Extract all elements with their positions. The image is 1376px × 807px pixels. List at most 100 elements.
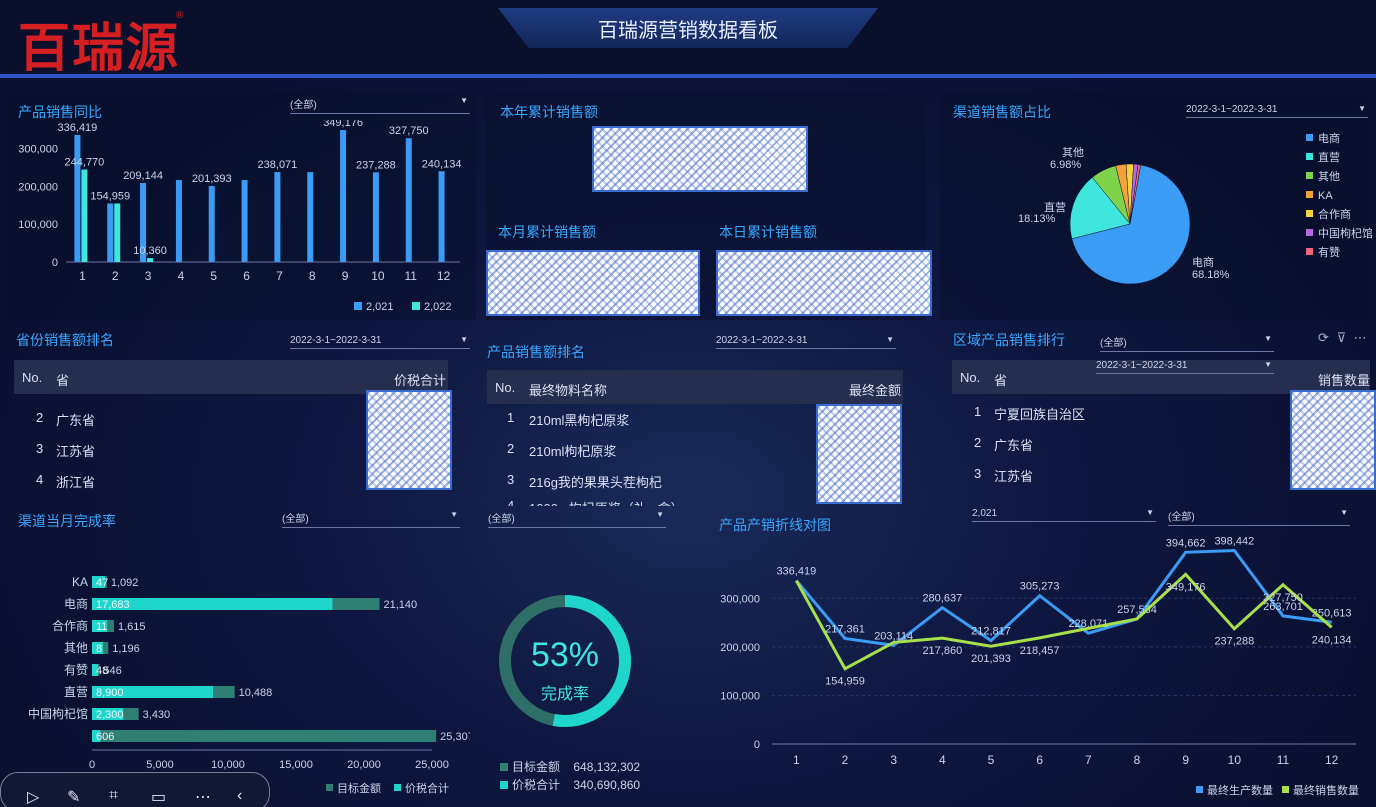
y-tick-label: 0 bbox=[52, 257, 58, 269]
completion-percent: 53% bbox=[530, 636, 600, 674]
x-tick-label: 12 bbox=[1325, 753, 1339, 767]
legend-swatch bbox=[1306, 153, 1313, 160]
region-date-select[interactable]: 2022-3-1~2022-3-31 ▼ bbox=[1096, 360, 1274, 374]
channel-rate-filter-select[interactable]: (全部) ▼ bbox=[282, 510, 460, 528]
back-icon[interactable]: ‹ bbox=[237, 787, 243, 804]
row-province: 江苏省 bbox=[994, 469, 1034, 484]
y-tick-label: 200,000 bbox=[18, 181, 58, 193]
slice-label: 直营 bbox=[1044, 200, 1066, 214]
col-province: 省 bbox=[56, 373, 70, 388]
legend-label: 合作商 bbox=[1318, 207, 1351, 221]
bar bbox=[175, 180, 182, 262]
line-year-select[interactable]: 2,021 ▼ bbox=[972, 508, 1156, 522]
slice-label: 其他 bbox=[1062, 146, 1084, 159]
col-tax-total: 价税合计 bbox=[394, 373, 447, 388]
gauge-progress-arc bbox=[552, 595, 631, 727]
x-tick-label: 10 bbox=[1228, 753, 1242, 767]
row-no: 4 bbox=[36, 472, 44, 487]
row-province: 浙江省 bbox=[56, 475, 96, 490]
capture-icon[interactable]: ⌗ bbox=[109, 787, 119, 804]
bar bbox=[438, 171, 445, 262]
actual-legend-swatch bbox=[500, 781, 508, 789]
legend-swatch bbox=[1306, 229, 1313, 236]
data-label: 336,419 bbox=[58, 122, 98, 134]
legend-label: 最终销售数量 bbox=[1293, 783, 1359, 797]
row-product: 210ml枸杞原浆 bbox=[529, 444, 617, 459]
region-values-masked bbox=[1290, 390, 1376, 490]
data-label: 238,071 bbox=[258, 159, 298, 171]
target-label: 10,488 bbox=[239, 687, 273, 699]
header-bar: 百瑞源 ® 百瑞源营销数据看板 bbox=[0, 0, 1376, 79]
actual-bar bbox=[92, 576, 105, 588]
yoy-filter-select[interactable]: (全部) ▼ bbox=[290, 96, 470, 114]
x-tick-label: 5 bbox=[210, 269, 217, 283]
row-province: 广东省 bbox=[56, 413, 96, 428]
legend-label: 目标金额 bbox=[337, 781, 381, 795]
legend-label: 中国枸杞馆 bbox=[1318, 226, 1372, 240]
slice-pct: 18.13% bbox=[1018, 213, 1056, 225]
completion-actual-value: 340,690,860 bbox=[573, 778, 641, 792]
legend-label: KA bbox=[1318, 190, 1333, 202]
y-category-label: 其他 bbox=[64, 641, 88, 655]
pie-slice bbox=[1129, 164, 1142, 225]
data-label: 394,662 bbox=[1166, 537, 1206, 549]
legend-swatch bbox=[1306, 191, 1313, 198]
channel-share-date-select[interactable]: 2022-3-1~2022-3-31 ▼ bbox=[1186, 104, 1368, 118]
row-no: 3 bbox=[974, 466, 982, 481]
bar bbox=[81, 169, 88, 262]
data-label: 250,613 bbox=[1312, 607, 1352, 619]
legend-label: 其他 bbox=[1318, 170, 1340, 183]
y-tick-label: 100,000 bbox=[18, 219, 58, 231]
product-date-select[interactable]: 2022-3-1~2022-3-31 ▼ bbox=[716, 335, 896, 349]
col-no: No. bbox=[495, 380, 516, 395]
filter-icon[interactable]: ⊽ bbox=[1336, 330, 1347, 345]
line-filter-select[interactable]: (全部) ▼ bbox=[1168, 508, 1350, 526]
data-label: 237,288 bbox=[356, 159, 396, 171]
refresh-icon[interactable]: ⟳ bbox=[1318, 330, 1329, 345]
data-label: 201,393 bbox=[971, 653, 1011, 665]
x-tick-label: 1 bbox=[79, 269, 86, 283]
target-label: 3,430 bbox=[143, 709, 171, 721]
y-category-label: 有赞 bbox=[64, 663, 88, 677]
row-no: 2 bbox=[36, 410, 44, 425]
data-label: 209,144 bbox=[123, 170, 163, 182]
data-label: 218,457 bbox=[1020, 645, 1060, 657]
completion-filter-select[interactable]: (全部) ▼ bbox=[488, 510, 666, 528]
more-icon[interactable]: ⋯ bbox=[195, 789, 211, 806]
x-tick-label: 4 bbox=[178, 269, 185, 283]
product-values-masked bbox=[816, 404, 902, 504]
row-province: 江苏省 bbox=[56, 444, 96, 459]
legend-swatch bbox=[1306, 172, 1313, 179]
screen-icon[interactable]: ▭ bbox=[151, 789, 167, 806]
chevron-down-icon: ▼ bbox=[1340, 508, 1348, 517]
pen-icon[interactable]: ✎ bbox=[67, 789, 81, 806]
x-tick-label: 8 bbox=[1134, 753, 1141, 767]
legend-swatch bbox=[354, 302, 362, 310]
chevron-down-icon: ▼ bbox=[1146, 508, 1154, 517]
legend-swatch bbox=[1306, 134, 1313, 141]
y-tick-label: 0 bbox=[754, 739, 760, 751]
y-tick-label: 300,000 bbox=[720, 593, 760, 605]
col-province: 省 bbox=[994, 373, 1008, 388]
completion-target-row: 目标金额 648,132,302 bbox=[500, 758, 640, 775]
play-icon[interactable]: ▷ bbox=[27, 789, 40, 806]
col-sales-qty: 销售数量 bbox=[1318, 373, 1371, 388]
product-date-value: 2022-3-1~2022-3-31 bbox=[716, 335, 808, 346]
x-tick-label: 6 bbox=[243, 269, 250, 283]
data-label: 327,750 bbox=[389, 125, 429, 137]
legend-swatch bbox=[394, 784, 401, 791]
more-options-icon[interactable]: ⋯ bbox=[1353, 330, 1367, 345]
series-line bbox=[795, 548, 1332, 647]
province-date-select[interactable]: 2022-3-1~2022-3-31 ▼ bbox=[290, 335, 470, 349]
data-label: 217,860 bbox=[922, 645, 962, 657]
region-filter-select[interactable]: (全部) ▼ bbox=[1100, 334, 1274, 352]
x-tick-label: 20,000 bbox=[347, 759, 381, 771]
completion-label: 完成率 bbox=[540, 686, 589, 703]
legend-label: 价税合计 bbox=[405, 781, 449, 795]
actual-label: 2,300 bbox=[96, 709, 124, 721]
actual-bar bbox=[92, 642, 103, 654]
target-label: 25,307 bbox=[440, 731, 470, 743]
row-product: 1000...枸杞原浆（礼...盒） bbox=[529, 498, 684, 506]
bar bbox=[307, 172, 314, 262]
bar bbox=[241, 180, 248, 262]
